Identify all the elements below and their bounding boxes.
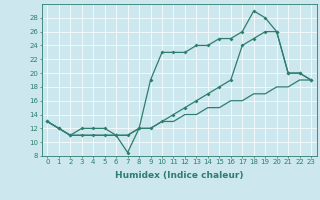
X-axis label: Humidex (Indice chaleur): Humidex (Indice chaleur) xyxy=(115,171,244,180)
